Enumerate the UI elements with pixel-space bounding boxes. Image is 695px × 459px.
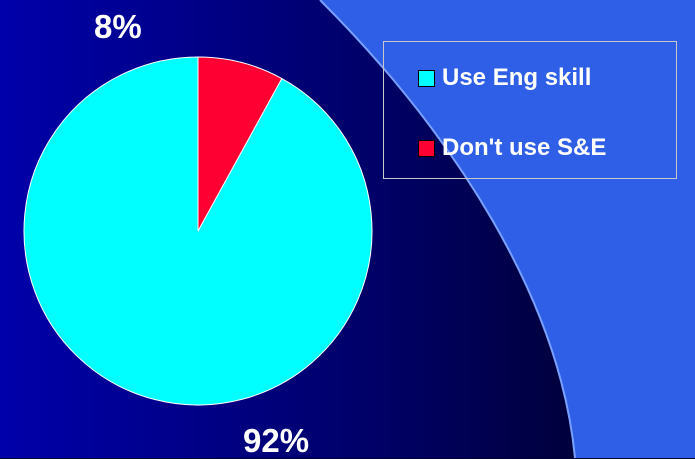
data-label-use-eng-skill: 92% (243, 422, 310, 459)
legend-swatch-cyan (418, 69, 435, 87)
background-swoosh (320, 0, 695, 458)
legend-label: Don't use S&E (442, 134, 607, 161)
legend-label: Use Eng skill (442, 64, 592, 91)
pie-slice-1 (197, 56, 283, 232)
chart-legend: Use Eng skill Don't use S&E (383, 41, 677, 179)
background-swoosh-edge (319, 0, 576, 458)
data-label-dont-use-se: 8% (94, 8, 142, 45)
legend-item-use-eng-skill: Use Eng skill (418, 64, 591, 92)
legend-swatch-red (418, 139, 435, 157)
legend-item-dont-use-se: Don't use S&E (418, 134, 606, 162)
